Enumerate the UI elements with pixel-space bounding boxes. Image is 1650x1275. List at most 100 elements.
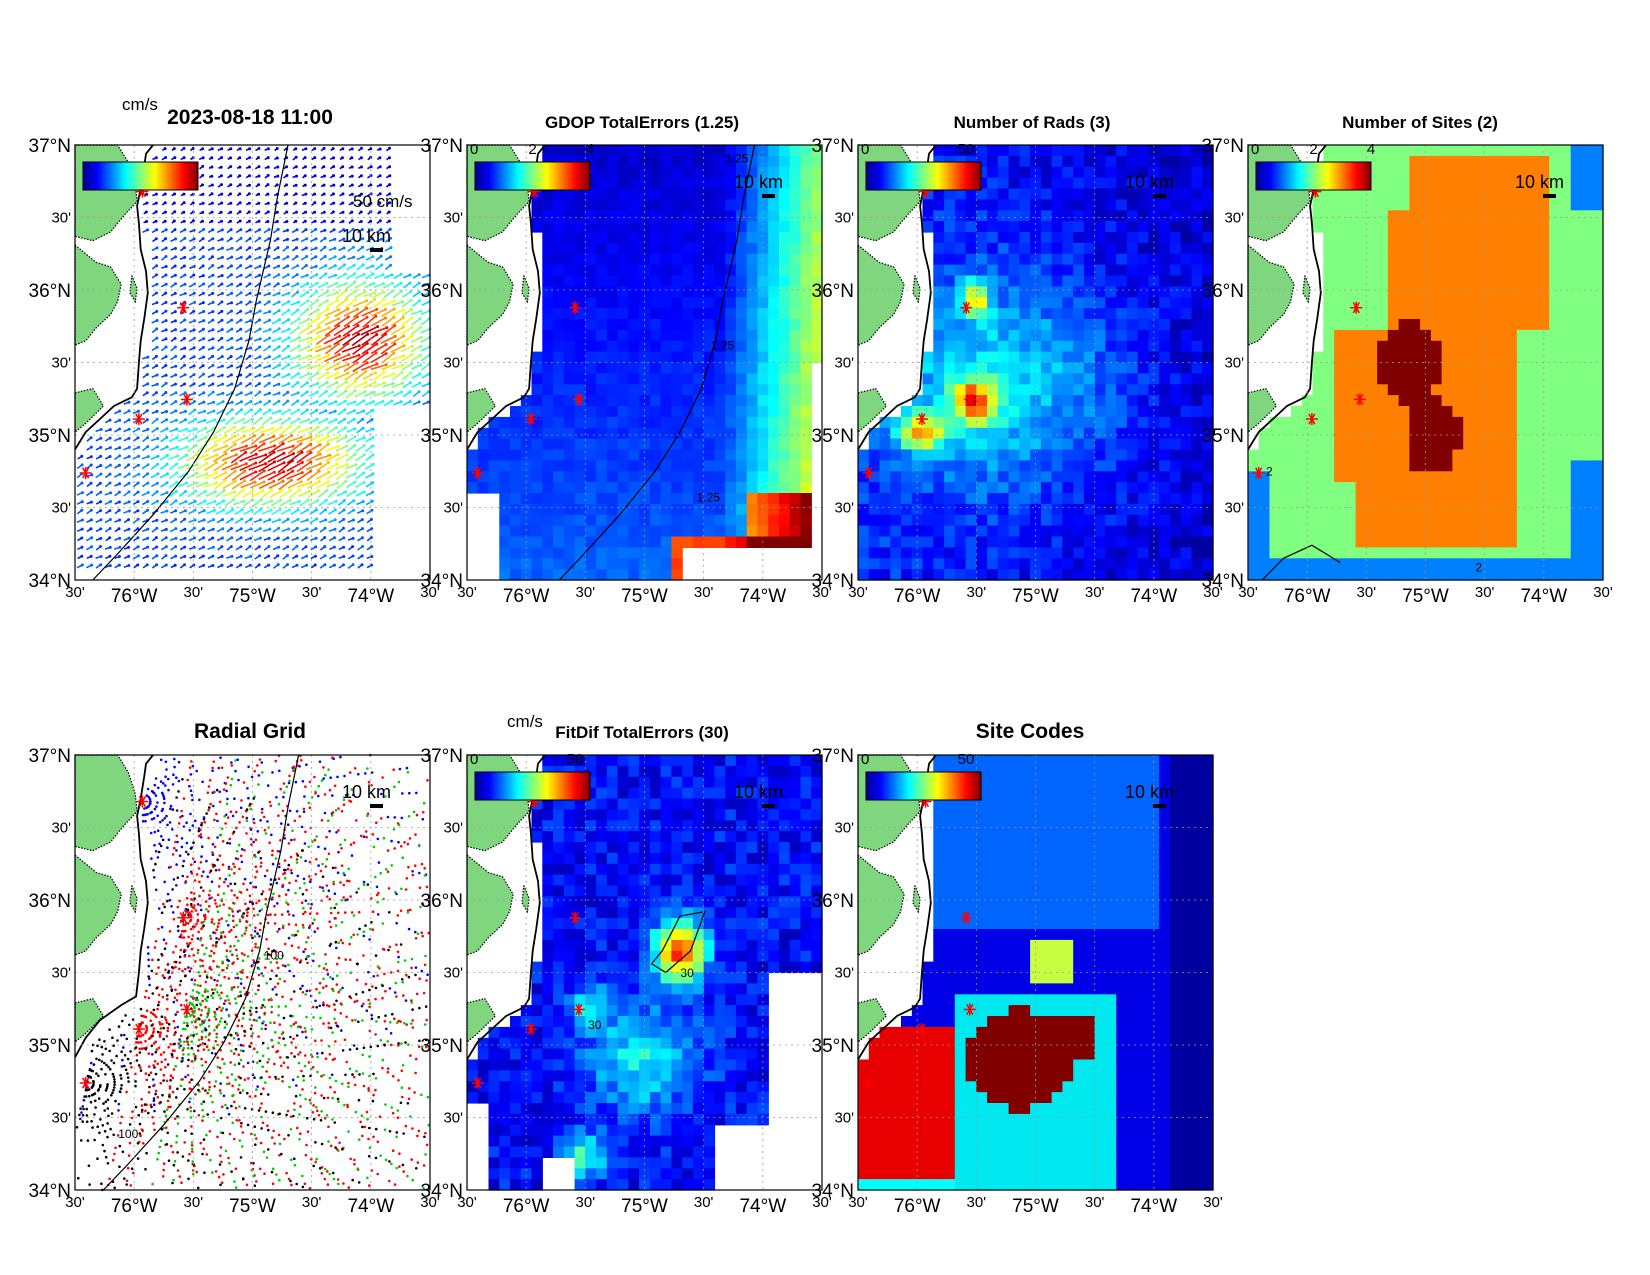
grid-cell <box>1073 493 1085 505</box>
current-vector-head <box>389 255 393 259</box>
grid-cell <box>901 514 913 527</box>
current-vector-head <box>184 409 187 413</box>
current-vector-head <box>304 536 308 540</box>
grid-cell <box>933 221 945 233</box>
grid-cell <box>628 471 640 483</box>
current-vector-head <box>409 298 413 302</box>
grid-cell <box>596 438 608 451</box>
grid-cell <box>800 155 812 168</box>
current-vector-head <box>297 425 301 429</box>
grid-cell <box>649 351 662 364</box>
land-area <box>129 275 138 304</box>
current-vector-head <box>99 445 103 449</box>
grid-cell <box>1116 286 1128 298</box>
grid-cell <box>1126 155 1139 168</box>
current-vector-head <box>326 371 330 375</box>
current-vector <box>306 345 320 352</box>
current-vector-head <box>239 536 243 540</box>
grid-cell <box>660 242 672 255</box>
grid-cell <box>1170 416 1182 429</box>
grid-cell <box>714 145 726 157</box>
current-vector-head <box>230 346 234 350</box>
grid-cell <box>1202 242 1214 255</box>
grid-cell <box>987 188 999 200</box>
grid-cell <box>703 536 716 548</box>
grid-cell <box>660 351 672 364</box>
grid-cell <box>596 406 608 418</box>
grid-cell <box>944 427 956 440</box>
current-vector-head <box>240 508 244 512</box>
grid-cell <box>965 351 977 364</box>
grid-cell <box>692 395 705 407</box>
current-vector-head <box>136 554 140 558</box>
grid-cell <box>1137 395 1150 407</box>
grid-cell <box>1180 416 1193 429</box>
current-vector <box>354 281 366 289</box>
grid-cell <box>987 329 999 342</box>
grid-cell <box>1105 471 1117 483</box>
grid-cell <box>1137 308 1150 320</box>
grid-cell <box>617 221 629 233</box>
grid-cell <box>1008 166 1020 179</box>
grid-cell <box>789 482 802 494</box>
grid-cell <box>965 329 977 342</box>
grid-cell <box>1137 275 1150 287</box>
current-vector-head <box>89 436 93 440</box>
current-vector-head <box>342 508 346 512</box>
current-vector <box>336 390 347 398</box>
grid-cell <box>1062 525 1074 538</box>
grid-cell <box>1170 514 1182 527</box>
current-vector-head <box>325 417 329 421</box>
grid-cell <box>954 427 967 440</box>
grid-cell <box>671 449 683 461</box>
grid-cell <box>660 373 672 385</box>
grid-cell <box>1019 242 1031 255</box>
current-vector-head <box>182 246 186 250</box>
grid-cell <box>1180 449 1193 461</box>
current-vector-head <box>164 400 168 404</box>
grid-cell <box>800 264 812 277</box>
current-vector-head <box>164 282 168 286</box>
current-vector-head <box>277 300 281 304</box>
current-vector-head <box>294 147 298 151</box>
grid-cell <box>987 362 999 374</box>
grid-cell <box>987 275 999 287</box>
grid-cell <box>1116 460 1128 472</box>
grid-cell <box>703 416 716 429</box>
current-vector-head <box>234 453 238 457</box>
grid-cell <box>1105 188 1117 200</box>
grid-cell <box>671 406 683 418</box>
current-vector-head <box>99 436 103 440</box>
current-vector-head <box>305 527 309 531</box>
grid-cell <box>725 395 737 407</box>
current-vector-head <box>192 237 196 241</box>
current-vector-head <box>154 201 158 205</box>
current-vector-head <box>343 408 347 412</box>
grid-cell <box>1019 210 1031 222</box>
current-vector-head <box>352 263 356 267</box>
current-vector-head <box>331 147 335 151</box>
grid-cell <box>660 406 672 418</box>
current-vector <box>298 345 310 353</box>
current-vector-head <box>322 165 326 169</box>
grid-cell <box>671 514 683 527</box>
grid-cell <box>1126 264 1139 277</box>
grid-cell <box>1180 493 1193 505</box>
grid-cell <box>922 373 934 385</box>
grid-cell <box>987 264 999 277</box>
grid-cell <box>542 297 554 309</box>
grid-cell <box>868 514 881 527</box>
grid-cell <box>1051 362 1063 374</box>
current-vector-head <box>323 536 327 539</box>
current-vector <box>224 417 234 426</box>
current-vector-head <box>248 300 252 304</box>
grid-cell <box>649 503 662 516</box>
current-vector-head <box>281 442 285 446</box>
current-vector-head <box>127 509 131 513</box>
grid-cell <box>617 438 629 451</box>
current-vector-head <box>360 563 364 567</box>
current-vector <box>289 355 300 361</box>
grid-cell <box>725 199 737 211</box>
current-vector-head <box>267 536 271 540</box>
grid-cell <box>1116 264 1128 277</box>
